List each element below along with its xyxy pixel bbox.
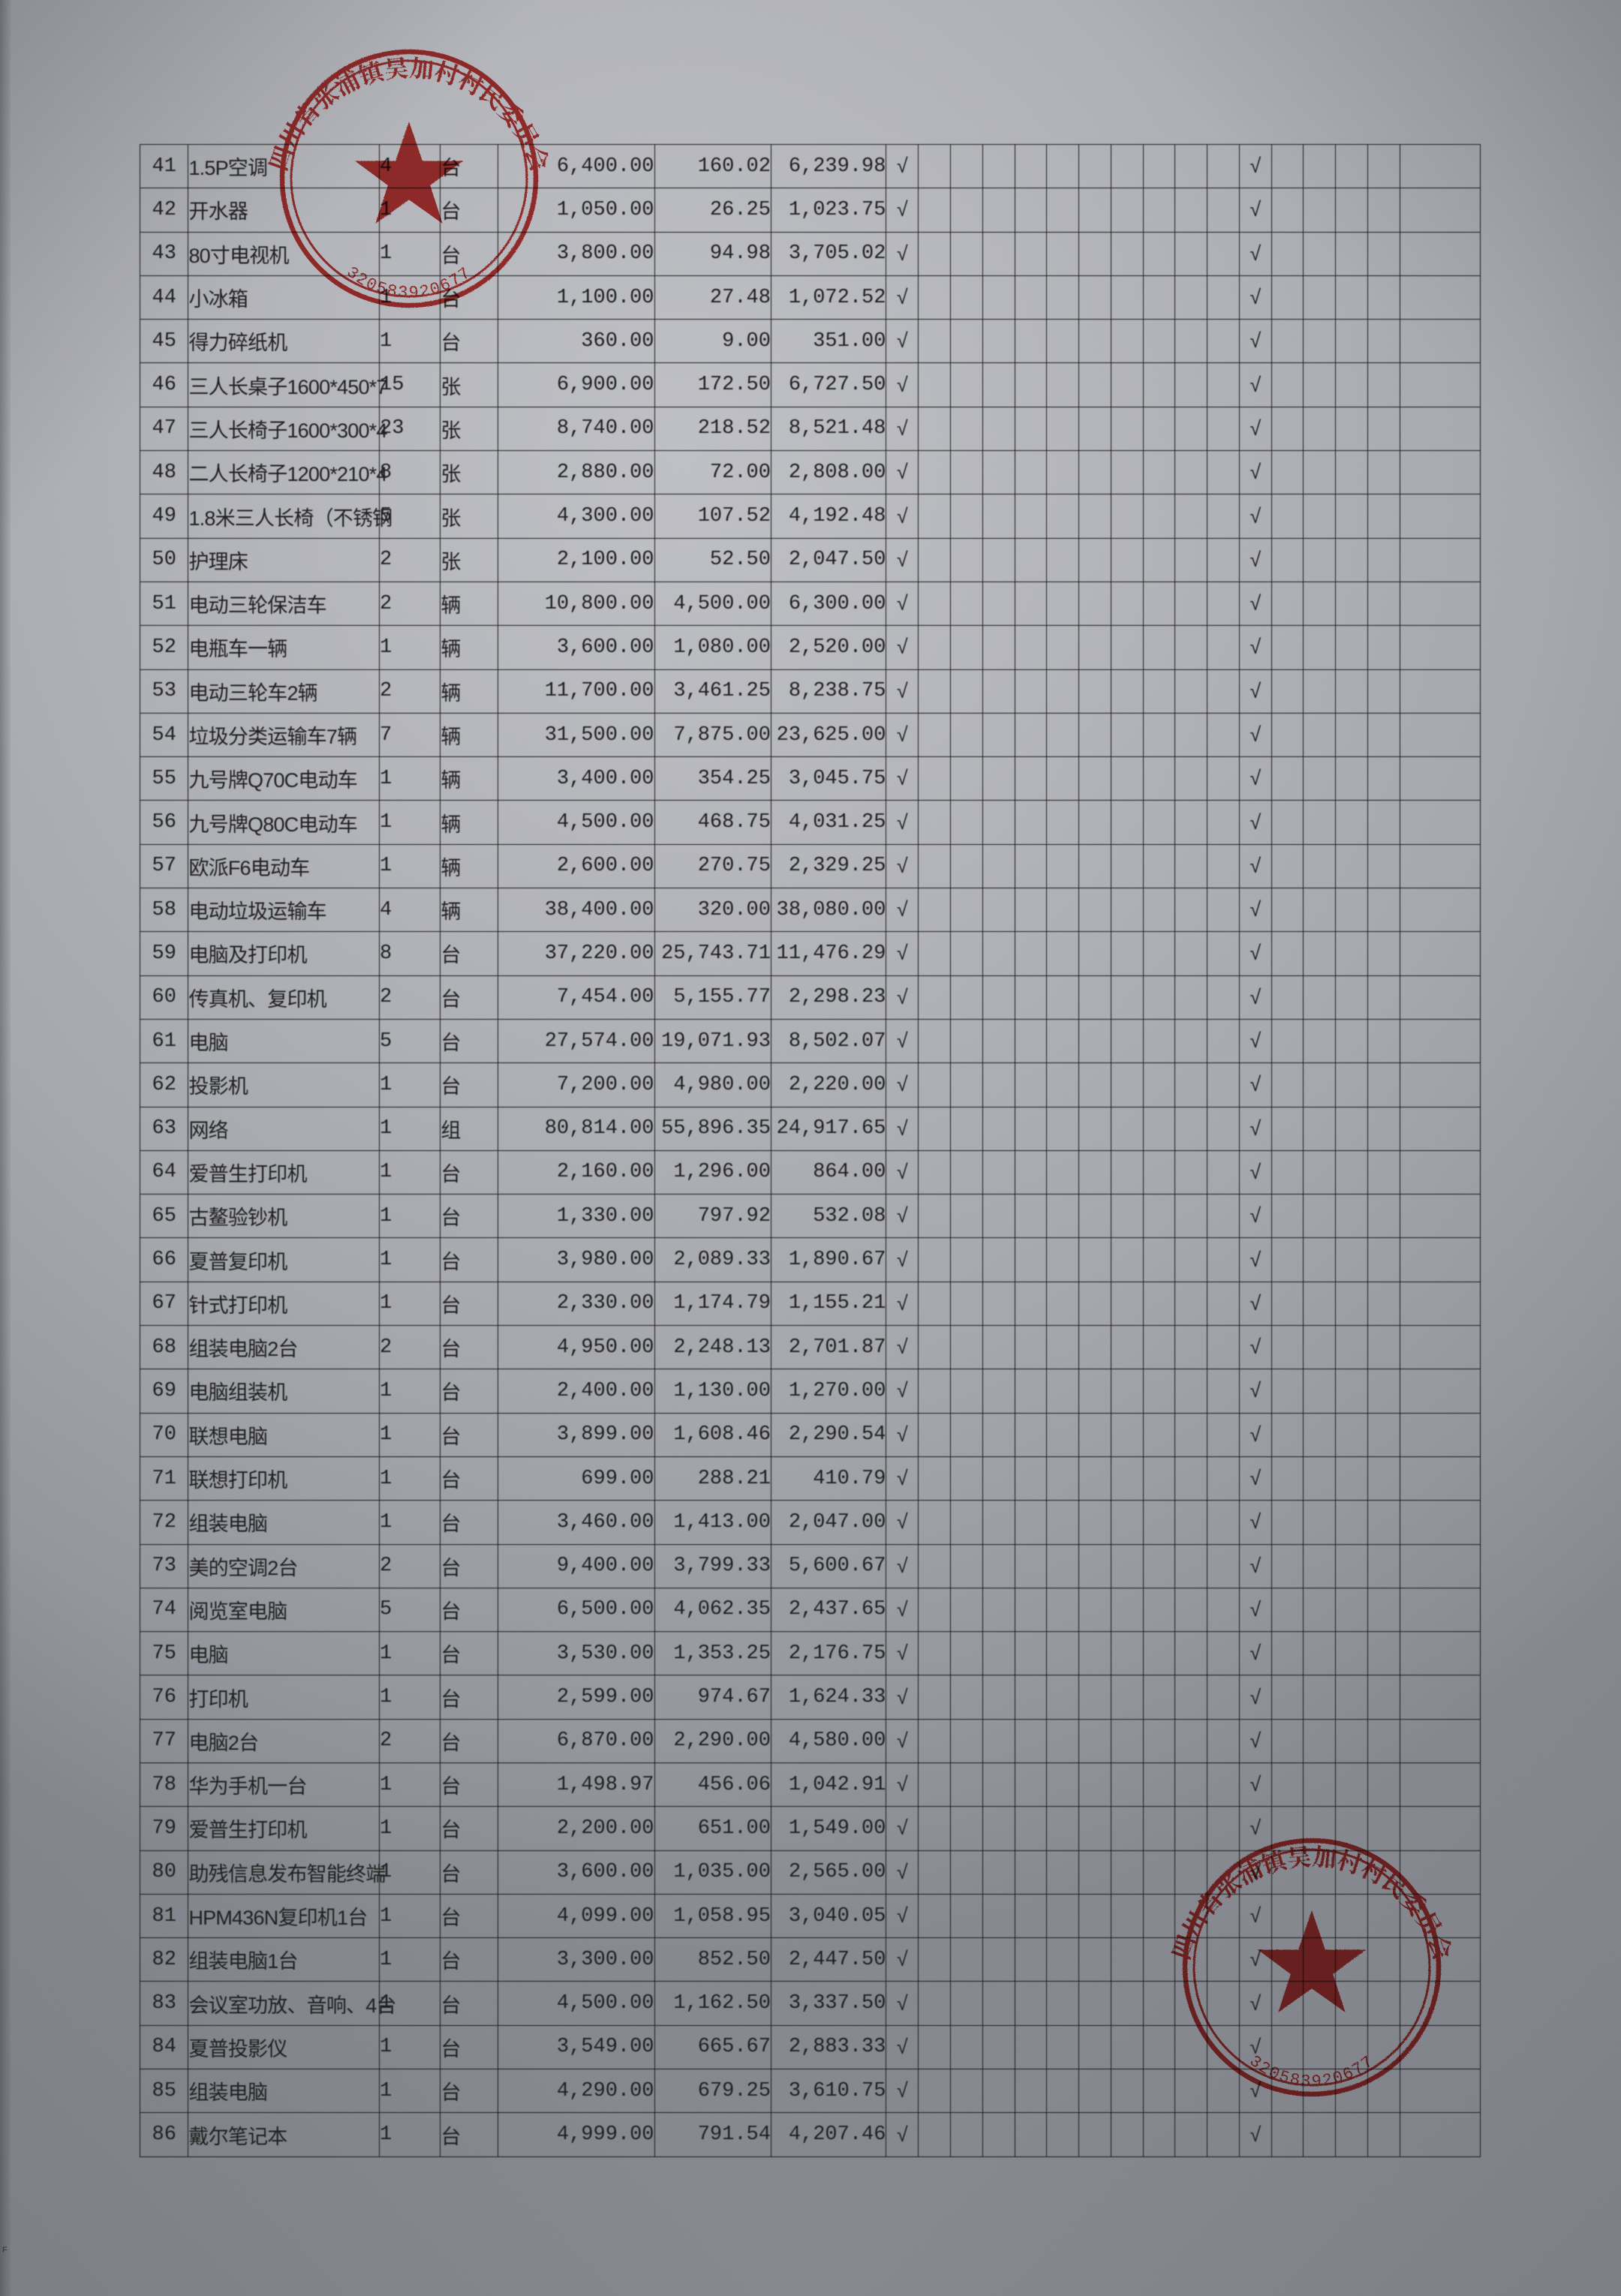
svg-text:F: F: [2, 2246, 8, 2254]
